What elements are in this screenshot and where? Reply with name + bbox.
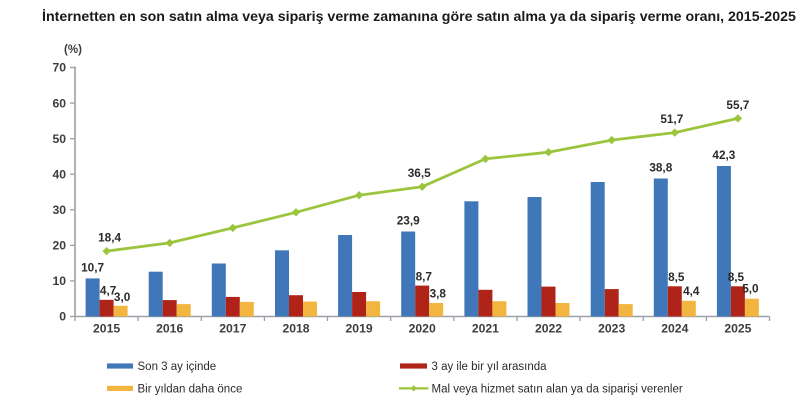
svg-text:3,8: 3,8 <box>430 287 447 301</box>
svg-text:36,5: 36,5 <box>408 166 431 180</box>
svg-text:5,0: 5,0 <box>742 282 759 296</box>
svg-text:Bir yıldan daha önce: Bir yıldan daha önce <box>138 384 243 396</box>
svg-text:2025: 2025 <box>724 322 751 336</box>
svg-text:70: 70 <box>52 61 66 75</box>
svg-text:23,9: 23,9 <box>397 214 420 228</box>
svg-text:4,4: 4,4 <box>683 284 700 298</box>
svg-text:38,8: 38,8 <box>649 161 672 175</box>
svg-text:8,7: 8,7 <box>416 269 433 283</box>
svg-text:3 ay ile bir yıl arasında: 3 ay ile bir yıl arasında <box>432 361 548 373</box>
svg-text:40: 40 <box>52 167 66 181</box>
svg-text:0: 0 <box>59 310 66 324</box>
svg-text:30: 30 <box>52 203 66 217</box>
svg-text:2015: 2015 <box>93 322 120 336</box>
svg-text:Mal veya hizmet satın alan ya: Mal veya hizmet satın alan ya da sipariş… <box>432 384 683 396</box>
svg-text:2021: 2021 <box>472 322 499 336</box>
svg-text:10,7: 10,7 <box>81 260 104 274</box>
svg-text:42,3: 42,3 <box>712 148 735 162</box>
svg-text:2019: 2019 <box>346 322 373 336</box>
svg-text:10: 10 <box>52 274 66 288</box>
svg-text:60: 60 <box>52 96 66 110</box>
svg-text:50: 50 <box>52 132 66 146</box>
svg-text:2017: 2017 <box>219 322 246 336</box>
svg-text:18,4: 18,4 <box>98 231 121 245</box>
svg-text:55,7: 55,7 <box>726 98 749 112</box>
svg-text:(%): (%) <box>64 44 82 56</box>
svg-text:8,5: 8,5 <box>728 270 745 284</box>
svg-text:2018: 2018 <box>282 322 309 336</box>
svg-text:20: 20 <box>52 239 66 253</box>
svg-text:51,7: 51,7 <box>660 112 683 126</box>
svg-text:2023: 2023 <box>598 322 625 336</box>
svg-text:Son 3 ay içinde: Son 3 ay içinde <box>138 361 217 373</box>
svg-text:2016: 2016 <box>156 322 183 336</box>
svg-text:2024: 2024 <box>661 322 688 336</box>
svg-text:2022: 2022 <box>535 322 562 336</box>
svg-text:8,5: 8,5 <box>668 270 685 284</box>
svg-text:3,0: 3,0 <box>114 290 131 304</box>
svg-text:4,7: 4,7 <box>100 284 117 298</box>
svg-text:2020: 2020 <box>409 322 436 336</box>
